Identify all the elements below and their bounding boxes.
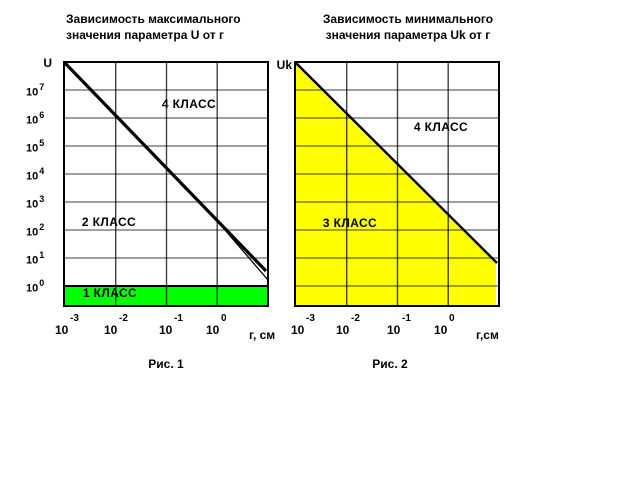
fig1-region-class2: 2 КЛАСС xyxy=(81,215,137,229)
fig1-xtick-1e-3: -3 10 xyxy=(55,313,79,337)
fig1-xtick-1e0: 0 10 xyxy=(206,313,227,337)
fig1-ytick-1e6: 106 xyxy=(26,110,45,127)
fig2-title-line1: Зависимость минимального xyxy=(322,12,494,26)
fig1-xtick-1e-2: -2 10 xyxy=(104,313,128,337)
fig1-plot-border xyxy=(63,61,269,307)
fig1-caption: Рис. 1 xyxy=(148,357,184,371)
fig2-title: Зависимость минимального значения параме… xyxy=(318,11,498,43)
fig1-vertical-gridlines xyxy=(115,63,218,305)
fig1-ytick-1e0: 100 xyxy=(26,278,45,295)
fig1-ytick-1e3: 103 xyxy=(26,194,45,211)
fig1-plot-area xyxy=(63,61,269,307)
fig2-y-axis-label: Uk xyxy=(276,58,292,72)
fig1-ytick-1e4: 104 xyxy=(26,166,45,183)
fig2-xtick-1e-1: -1 10 xyxy=(387,313,411,337)
fig1-ytick-1e7: 107 xyxy=(26,82,45,99)
fig1-boundary-line-thin xyxy=(224,229,269,281)
fig2-xtick-1e0: 0 10 xyxy=(434,313,455,337)
fig1-ytick-1e5: 105 xyxy=(26,138,45,155)
fig1-title-line1: Зависимость максимального xyxy=(66,12,241,26)
fig2-plot-area xyxy=(294,61,500,307)
fig1-ytick-1e1: 101 xyxy=(26,250,45,267)
fig2-class3-area xyxy=(296,63,496,305)
fig1-title: Зависимость максимального значения парам… xyxy=(66,11,241,43)
fig2-plot-border xyxy=(294,61,500,307)
fig1-boundary-line xyxy=(63,61,268,273)
fig2-vertical-gridlines xyxy=(346,63,449,305)
fig1-xtick-1e-1: -1 10 xyxy=(159,313,183,337)
fig1-region-class1: 1 КЛАСС xyxy=(82,286,138,300)
fig1-x-axis-unit: г, см xyxy=(249,328,276,342)
fig1-y-axis-label: U xyxy=(43,56,52,70)
fig2-xtick-1e-3: -3 10 xyxy=(291,313,315,337)
fig2-title-line2: значения параметра Uk от г xyxy=(325,28,491,42)
fig1-title-line2: значения параметра U от г xyxy=(66,28,224,42)
fig2-caption: Рис. 2 xyxy=(372,357,408,371)
fig2-xtick-1e-2: -2 10 xyxy=(336,313,360,337)
fig2-region-class4: 4 КЛАСС xyxy=(413,120,469,134)
fig1-ytick-1e2: 102 xyxy=(26,222,45,239)
fig2-x-axis-unit: г,см xyxy=(476,328,499,342)
fig1-region-class4: 4 КЛАСС xyxy=(161,97,217,111)
fig2-boundary-line xyxy=(294,61,498,264)
fig2-region-class3: 3 КЛАСС xyxy=(322,216,378,230)
